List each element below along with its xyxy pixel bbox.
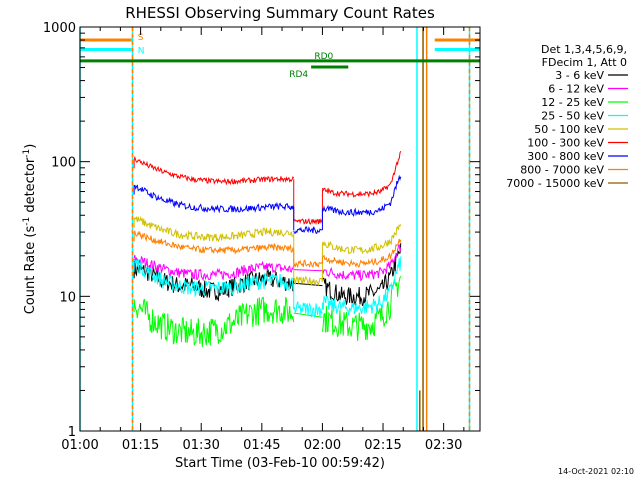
y-tick-label: 1000: [43, 21, 76, 36]
flag-label: RD0: [314, 52, 333, 62]
flag-bars: SN RD0 RD4: [80, 33, 480, 80]
legend-entry-label: 7000 - 15000 keV: [506, 177, 604, 190]
legend-entry-label: 25 - 50 keV: [541, 110, 604, 123]
legend-entry-label: 3 - 6 keV: [555, 69, 604, 82]
y-axis-label: Count Rate (s-1 detector-1): [22, 144, 38, 315]
chart-title: RHESSI Observing Summary Count Rates: [125, 4, 435, 22]
series-line: [133, 150, 402, 226]
x-tick-label: 01:45: [243, 438, 280, 453]
plot-frame: [79, 26, 481, 432]
series-line: [133, 174, 402, 235]
x-tick-label: 01:15: [122, 438, 159, 453]
flag-label: RD4: [289, 70, 308, 80]
footer-date: 14-Oct-2021 02:10: [558, 467, 634, 476]
series-line: [133, 256, 402, 318]
legend-entry-label: 100 - 300 keV: [527, 137, 604, 150]
legend-entry-label: 300 - 800 keV: [527, 150, 604, 163]
series-line: [133, 275, 402, 348]
x-tick-label: 01:00: [61, 438, 98, 453]
y-tick-label: 1: [68, 425, 76, 440]
x-tick-label: 01:30: [182, 438, 219, 453]
x-axis-label: Start Time (03-Feb-10 00:59:42): [175, 456, 385, 471]
vertical-markers: [79, 27, 471, 431]
series-line: [133, 230, 402, 269]
legend-entry-label: 800 - 7000 keV: [520, 164, 604, 177]
y-tick-label: 100: [51, 156, 76, 171]
legend-entry-label: 12 - 25 keV: [541, 96, 604, 109]
series-line: [133, 215, 402, 287]
series-group: [133, 150, 421, 431]
x-tick-label: 02:00: [304, 438, 341, 453]
flag-label: S: [138, 33, 144, 43]
x-tick-label: 02:15: [364, 438, 401, 453]
y-tick-label: 10: [59, 290, 76, 305]
x-tick-label: 02:30: [425, 438, 462, 453]
axes: 01:00 01:15 01:30 01:45 02:00 02:15 02:30 1 10 10…: [43, 21, 480, 453]
legend: Det 1,3,4,5,6,9,FDecim 1, Att 03 - 6 keV…: [506, 43, 628, 190]
legend-entry-label: 50 - 100 keV: [534, 123, 604, 136]
legend-header: Det 1,3,4,5,6,9,: [541, 43, 627, 56]
legend-entry-label: 6 - 12 keV: [548, 83, 604, 96]
flag-label: N: [138, 47, 145, 57]
legend-header: FDecim 1, Att 0: [542, 56, 627, 69]
